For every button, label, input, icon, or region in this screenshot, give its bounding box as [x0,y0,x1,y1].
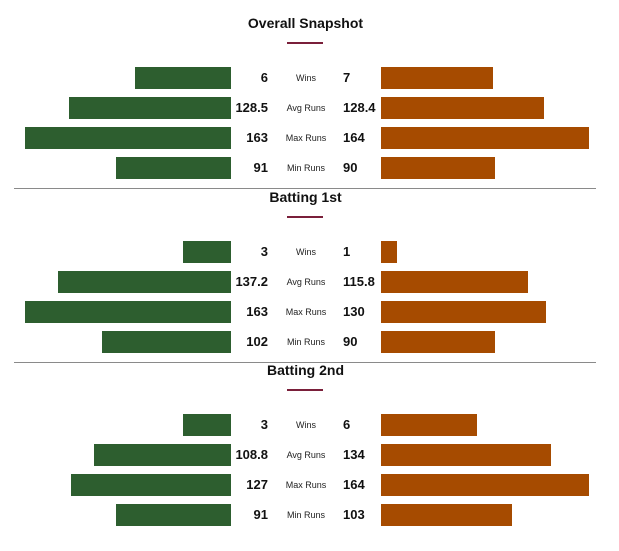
bar-left [135,67,231,89]
metric-label: Max Runs [285,133,327,143]
bar-left [25,301,231,323]
bar-left [116,157,231,179]
value-left: 108.8 [235,447,268,462]
section-divider [14,362,596,363]
value-right: 115.8 [343,274,375,289]
bar-right [381,504,512,526]
title-underline [287,389,323,391]
value-right: 128.4 [343,100,376,115]
value-right: 90 [343,334,358,349]
bar-right [381,127,589,149]
section-title: Batting 2nd [267,362,344,378]
value-left: 6 [260,70,268,85]
section-title: Batting 1st [269,189,342,205]
value-left: 137.2 [235,274,268,289]
metric-label: Max Runs [285,480,327,490]
bar-left [183,414,231,436]
bar-right [381,331,495,353]
metric-label: Wins [296,247,316,257]
value-left: 91 [253,160,268,175]
value-right: 134 [343,447,365,462]
value-right: 1 [343,244,351,259]
value-left: 127 [246,477,268,492]
bar-left [58,271,231,293]
bar-left [25,127,231,149]
value-right: 90 [343,160,358,175]
value-right: 6 [343,417,351,432]
metric-label: Wins [296,73,316,83]
bar-right [381,241,397,263]
metric-label: Min Runs [286,163,325,173]
bar-left [116,504,231,526]
value-right: 130 [343,304,365,319]
metric-label: Avg Runs [286,277,326,287]
bar-right [381,414,477,436]
metric-label: Min Runs [286,337,325,347]
value-right: 164 [343,130,365,145]
value-left: 102 [246,334,268,349]
bar-left [102,331,231,353]
value-left: 91 [253,507,268,522]
bar-right [381,67,493,89]
value-left: 3 [260,417,268,432]
value-right: 164 [343,477,365,492]
value-right: 103 [343,507,365,522]
title-underline [287,216,323,218]
section-title: Overall Snapshot [247,15,364,31]
value-right: 7 [343,70,351,85]
bar-right [381,157,495,179]
value-left: 128.5 [235,100,268,115]
metric-label: Avg Runs [286,450,326,460]
metric-label: Avg Runs [286,103,326,113]
value-left: 163 [246,304,268,319]
bar-left [94,444,231,466]
bar-left [71,474,231,496]
bar-right [381,97,544,119]
bar-right [381,444,551,466]
metric-label: Max Runs [285,307,327,317]
bar-right [381,474,589,496]
value-left: 3 [260,244,268,259]
value-left: 163 [246,130,268,145]
title-underline [287,42,323,44]
metric-label: Min Runs [286,510,325,520]
bar-left [183,241,231,263]
bar-left [69,97,231,119]
bar-right [381,301,546,323]
metric-label: Wins [296,420,316,430]
bar-right [381,271,528,293]
section-divider [14,188,596,189]
